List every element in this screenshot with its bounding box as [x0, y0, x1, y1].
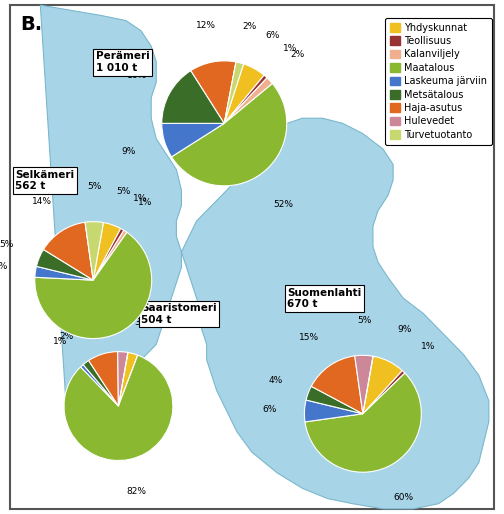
Text: 1%: 1%	[133, 194, 147, 204]
Text: Saaristomeri
504 t: Saaristomeri 504 t	[141, 303, 217, 325]
Text: 5%: 5%	[116, 187, 131, 196]
Text: 9%: 9%	[86, 318, 100, 327]
Text: 1%: 1%	[421, 342, 435, 351]
Wedge shape	[117, 352, 128, 406]
Wedge shape	[118, 353, 138, 406]
Wedge shape	[35, 266, 93, 280]
Wedge shape	[89, 352, 118, 406]
Wedge shape	[224, 62, 243, 123]
Wedge shape	[36, 249, 93, 280]
Wedge shape	[306, 387, 363, 414]
Text: 9%: 9%	[397, 325, 411, 334]
Wedge shape	[35, 232, 152, 339]
Text: 82%: 82%	[126, 487, 146, 496]
Wedge shape	[355, 355, 373, 414]
Wedge shape	[85, 222, 93, 280]
Wedge shape	[85, 222, 103, 280]
Wedge shape	[363, 373, 405, 414]
Wedge shape	[118, 353, 128, 406]
Text: 6%: 6%	[262, 405, 277, 414]
Wedge shape	[118, 355, 138, 406]
Wedge shape	[311, 356, 363, 414]
Wedge shape	[93, 230, 127, 280]
Text: 2%: 2%	[290, 50, 304, 60]
Wedge shape	[64, 355, 173, 461]
Text: 4%: 4%	[268, 376, 283, 385]
Text: 9%: 9%	[121, 147, 136, 156]
Text: B.: B.	[20, 15, 42, 34]
Text: 6%: 6%	[265, 31, 280, 40]
Text: 5%: 5%	[0, 240, 14, 249]
Legend: Yhdyskunnat, Teollisuus, Kalanviljely, Maatalous, Laskeuma järviin, Metsätalous,: Yhdyskunnat, Teollisuus, Kalanviljely, M…	[385, 17, 491, 144]
Wedge shape	[363, 356, 373, 414]
Text: 60%: 60%	[394, 493, 414, 502]
Text: 15%: 15%	[299, 333, 320, 342]
Wedge shape	[162, 70, 224, 123]
Wedge shape	[304, 400, 363, 422]
Text: 2%: 2%	[59, 332, 74, 341]
Wedge shape	[363, 356, 402, 414]
Text: Suomenlahti
670 t: Suomenlahti 670 t	[287, 288, 361, 309]
Text: 3%: 3%	[0, 262, 8, 271]
Wedge shape	[171, 83, 287, 186]
Wedge shape	[83, 360, 118, 406]
Wedge shape	[93, 229, 124, 280]
Wedge shape	[93, 223, 120, 280]
Text: 52%: 52%	[273, 200, 293, 209]
Text: 1%: 1%	[53, 337, 67, 346]
Wedge shape	[363, 371, 405, 414]
Text: 5%: 5%	[357, 316, 372, 325]
Text: 3%: 3%	[135, 318, 149, 326]
Polygon shape	[40, 5, 489, 509]
Text: 14%: 14%	[32, 197, 52, 206]
Text: 1%: 1%	[138, 197, 152, 207]
Text: 16%: 16%	[127, 71, 147, 80]
Wedge shape	[224, 64, 264, 123]
Text: 5%: 5%	[88, 182, 102, 191]
Text: 3%: 3%	[118, 315, 133, 324]
Wedge shape	[43, 222, 93, 280]
Text: Perämeri
1 010 t: Perämeri 1 010 t	[96, 51, 150, 73]
Wedge shape	[224, 78, 273, 123]
Wedge shape	[305, 373, 421, 472]
Wedge shape	[224, 62, 236, 123]
Text: 2%: 2%	[242, 22, 256, 31]
Wedge shape	[162, 123, 224, 157]
Text: 1%: 1%	[283, 44, 297, 53]
Text: 66%: 66%	[124, 360, 144, 369]
Text: Selkämeri
562 t: Selkämeri 562 t	[15, 170, 74, 191]
Wedge shape	[81, 364, 118, 406]
Wedge shape	[191, 61, 236, 123]
Wedge shape	[224, 75, 267, 123]
Text: 12%: 12%	[196, 21, 216, 30]
Wedge shape	[118, 355, 138, 406]
